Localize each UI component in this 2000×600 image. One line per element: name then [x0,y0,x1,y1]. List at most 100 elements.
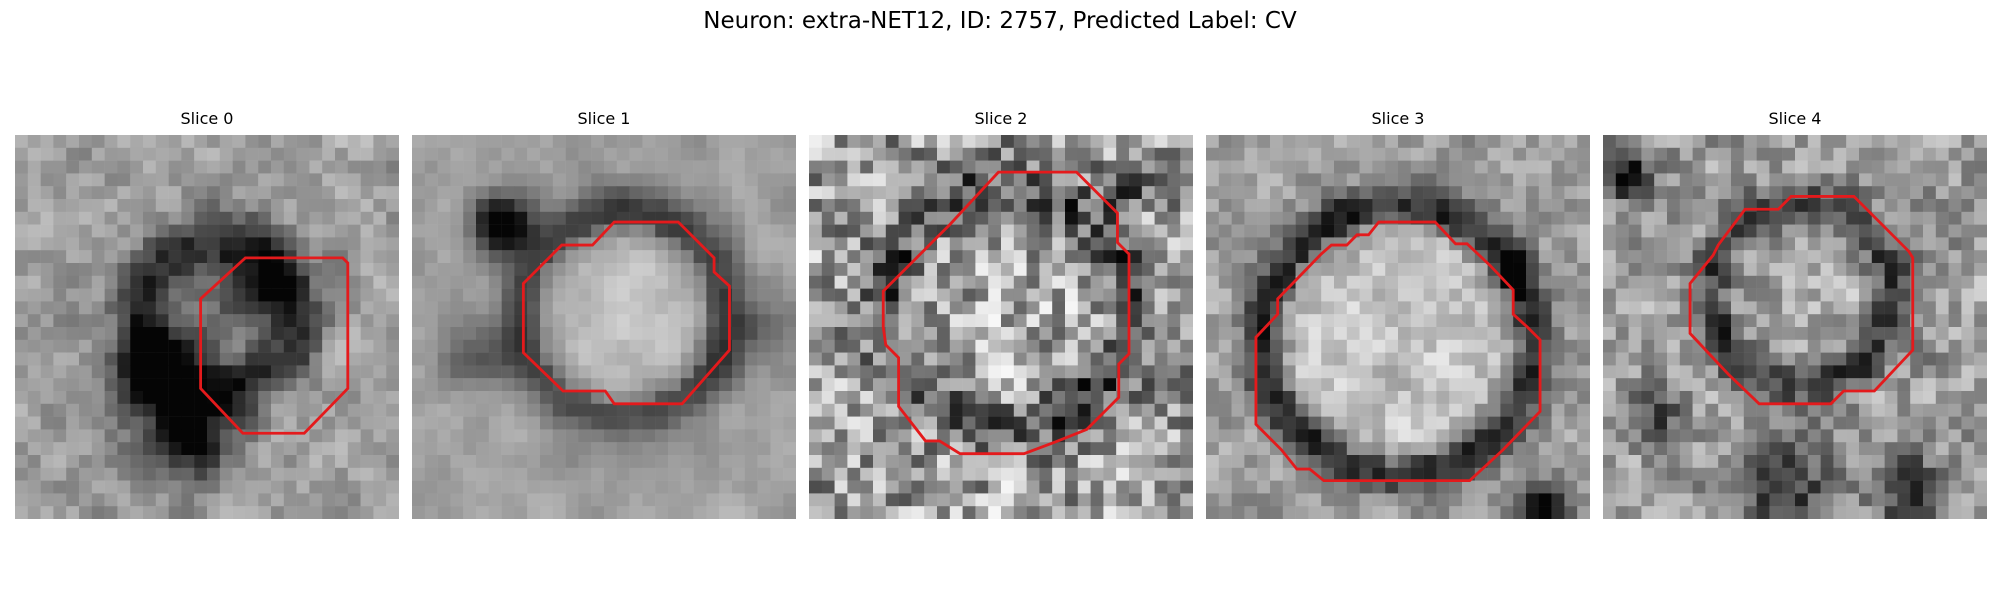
pixel [873,480,887,494]
pixel [706,237,720,251]
pixel [194,493,208,507]
pixel [155,173,169,187]
pixel [809,160,823,174]
pixel [860,199,874,213]
pixel [219,288,233,302]
pixel [1346,416,1360,430]
pixel [1077,237,1091,251]
pixel [1961,147,1975,161]
pixel [924,135,938,149]
pixel [1820,224,1834,238]
pixel [1820,378,1834,392]
pixel [296,237,310,251]
pixel [1948,352,1962,366]
pixel [130,327,144,341]
pixel [1231,506,1245,519]
pixel [1743,135,1757,149]
pixel [1116,429,1130,443]
pixel [117,288,131,302]
pixel [1756,147,1770,161]
pixel [322,429,336,443]
pixel [168,480,182,494]
pixel [668,352,682,366]
pixel [1756,339,1770,353]
pixel [194,135,208,149]
pixel [680,327,694,341]
pixel [1346,352,1360,366]
pixel [873,391,887,405]
pixel [1910,378,1924,392]
pixel [1410,186,1424,200]
pixel [322,480,336,494]
pixel [1935,147,1949,161]
pixel [1103,224,1117,238]
pixel [770,378,784,392]
pixel [604,199,618,213]
pixel [245,224,259,238]
pixel [53,199,67,213]
pixel [66,352,80,366]
pixel [1692,429,1706,443]
pixel [232,455,246,469]
pixel [821,147,835,161]
pixel [719,365,733,379]
pixel [1679,506,1693,519]
pixel [744,301,758,315]
pixel [1206,275,1220,289]
pixel [1321,480,1335,494]
pixel [706,173,720,187]
pixel [476,429,490,443]
pixel [1756,275,1770,289]
pixel [1206,352,1220,366]
pixel [744,455,758,469]
pixel [1346,339,1360,353]
pixel [1334,199,1348,213]
pixel [15,442,29,456]
pixel [911,429,925,443]
pixel [578,416,592,430]
pixel [860,391,874,405]
pixel [770,365,784,379]
pixel [424,199,438,213]
pixel [1231,314,1245,328]
pixel [770,391,784,405]
pixel [1129,455,1143,469]
pixel [1398,224,1412,238]
pixel [1052,211,1066,225]
pixel [527,186,541,200]
pixel [578,493,592,507]
pixel [642,224,656,238]
pixel [1756,263,1770,277]
pixel [1551,301,1565,315]
pixel [1270,455,1284,469]
pixel [1500,301,1514,315]
pixel [770,173,784,187]
pixel [463,211,477,225]
pixel [130,403,144,417]
pixel [1423,467,1437,481]
pixel [91,403,105,417]
pixel [1731,506,1745,519]
pixel [1833,160,1847,174]
pixel [309,288,323,302]
pixel [1116,186,1130,200]
pixel [1103,416,1117,430]
pixel [309,442,323,456]
pixel [680,211,694,225]
pixel [1884,250,1898,264]
pixel [1820,506,1834,519]
pixel [668,378,682,392]
pixel [1001,314,1015,328]
pixel [53,442,67,456]
pixel [1974,493,1987,507]
pixel [1295,275,1309,289]
pixel [181,314,195,328]
pixel [1974,403,1987,417]
pixel [885,416,899,430]
pixel [949,314,963,328]
pixel [1116,416,1130,430]
pixel [1474,237,1488,251]
pixel [616,467,630,481]
pixel [655,442,669,456]
pixel [732,199,746,213]
